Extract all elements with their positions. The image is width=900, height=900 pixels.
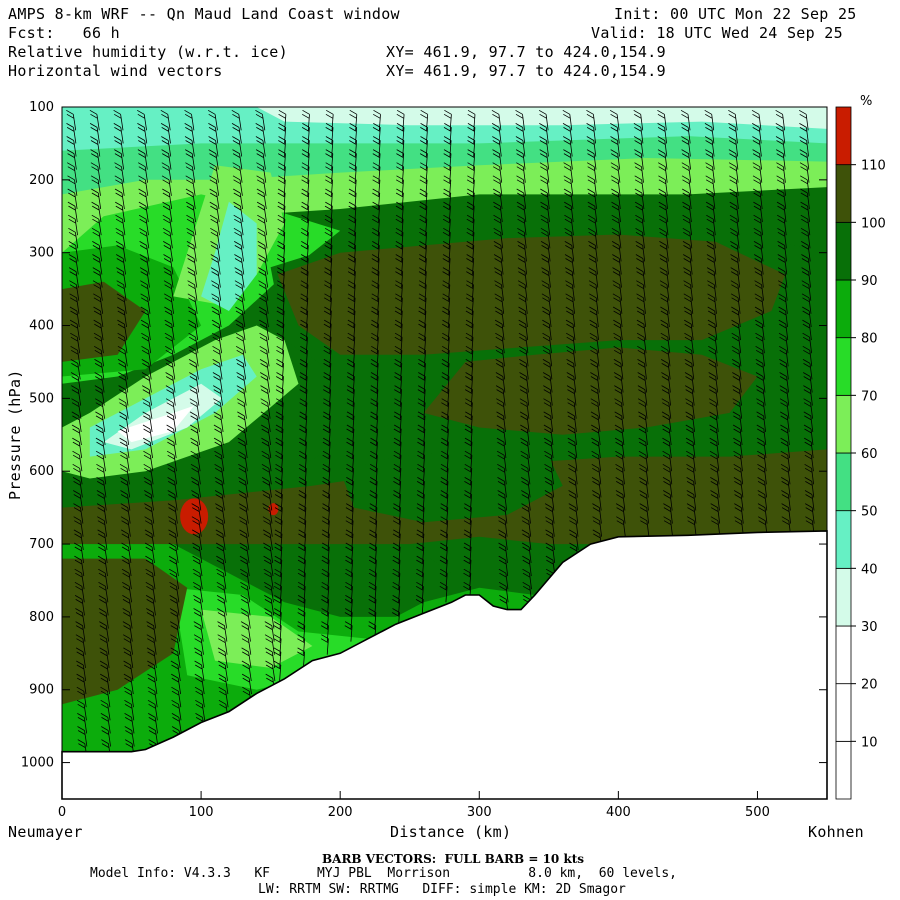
colorbar-swatch <box>835 567 852 627</box>
rh-mid-core-100 <box>277 234 786 355</box>
rh-near-surface-60 <box>201 609 313 668</box>
xy-coords-1: XY= 461.9, 97.7 to 424.0,154.9 <box>386 43 666 61</box>
model-info-line2: LW: RRTM SW: RRTMG DIFF: simple KM: 2D S… <box>258 882 626 897</box>
colorbar-swatch <box>835 740 852 800</box>
rh-supersat-cell <box>180 498 209 535</box>
rh-lower-pocket-90 <box>340 449 563 523</box>
colorbar-label: 80 <box>861 332 878 347</box>
colorbar-label: 20 <box>861 678 878 693</box>
colorbar-swatch <box>835 164 852 223</box>
colorbar-swatch <box>835 221 852 281</box>
field-name-wind: Horizontal wind vectors <box>8 62 223 80</box>
y-tick-label: 900 <box>29 683 54 698</box>
colorbar-label: 110 <box>861 159 886 174</box>
colorbar-swatch <box>835 394 852 454</box>
barb-note: BARB VECTORS: FULL BARB = 10 kts <box>322 852 585 866</box>
rh-near-surface-left-100 <box>62 558 188 705</box>
y-tick-label: 600 <box>29 464 54 479</box>
x-right-label: Kohnen <box>808 823 864 841</box>
colorbar-label: 40 <box>861 562 878 577</box>
colorbar-label: 10 <box>861 735 878 750</box>
x-tick-label: 500 <box>745 805 770 820</box>
colorbar-swatch <box>835 510 852 569</box>
terrain-surface <box>61 530 828 800</box>
y-tick-label: 400 <box>29 319 54 334</box>
model-info-line1: Model Info: V4.3.3 KF MYJ PBL Morrison 8… <box>90 866 677 881</box>
colorbar-swatch <box>835 337 852 396</box>
y-tick-label: 300 <box>29 246 54 261</box>
y-tick-label: 1000 <box>21 756 54 771</box>
colorbar-swatch <box>835 106 852 166</box>
x-tick-label: 100 <box>189 805 214 820</box>
colorbar-label: 100 <box>861 216 886 231</box>
colorbar-label: 70 <box>861 389 878 404</box>
y-tick-label: 500 <box>29 391 54 406</box>
rh-surface-pocket-90 <box>409 536 549 574</box>
forecast-hour: Fcst: 66 h <box>8 24 120 42</box>
colorbar-swatch <box>835 452 852 512</box>
y-tick-label: 700 <box>29 537 54 552</box>
x-tick-label: 0 <box>58 805 66 820</box>
field-name-rh: Relative humidity (w.r.t. ice) <box>8 43 288 61</box>
valid-time: Valid: 18 UTC Wed 24 Sep 25 <box>591 24 843 42</box>
plot-frame <box>61 106 828 800</box>
x-left-label: Neumayer <box>8 823 83 841</box>
colorbar-label: 30 <box>861 620 878 635</box>
y-tick-label: 200 <box>29 173 54 188</box>
colorbar-unit: % <box>860 94 872 109</box>
x-tick-label: 300 <box>467 805 492 820</box>
x-axis-label: Distance (km) <box>390 823 512 841</box>
y-axis-label: Pressure (hPa) <box>6 369 24 500</box>
y-tick-label: 100 <box>29 100 54 115</box>
x-tick-label: 400 <box>606 805 631 820</box>
wind-barbs <box>66 109 815 760</box>
colorbar-swatch <box>835 279 852 339</box>
y-tick-label: 800 <box>29 610 54 625</box>
colorbar-label: 50 <box>861 505 878 520</box>
xy-coords-2: XY= 461.9, 97.7 to 424.0,154.9 <box>386 62 666 80</box>
rh-band-column-40 <box>201 201 257 311</box>
init-time: Init: 00 UTC Mon 22 Sep 25 <box>614 5 857 23</box>
colorbar-label: 90 <box>861 274 878 289</box>
colorbar-swatch <box>835 683 852 742</box>
rh-mid-lower-100 <box>423 347 758 435</box>
chart-title: AMPS 8-km WRF -- Qn Maud Land Coast wind… <box>8 5 400 23</box>
colorbar-label: 60 <box>861 447 878 462</box>
colorbar-swatch <box>835 625 852 685</box>
x-tick-label: 200 <box>328 805 353 820</box>
